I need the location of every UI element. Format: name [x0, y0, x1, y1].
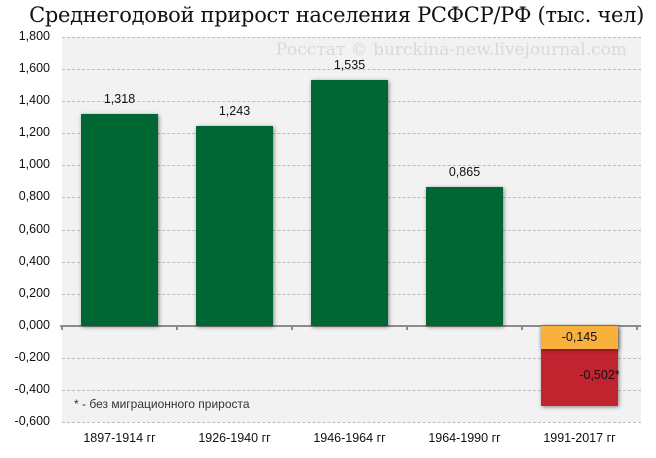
- bar-population-growth: [81, 114, 158, 326]
- bar-value-label: 1,318: [103, 92, 136, 107]
- x-category-label: 1926-1940 гг: [198, 431, 271, 445]
- axis-tick-mark: [176, 325, 178, 330]
- y-tick-label: -0,400: [14, 381, 50, 396]
- x-category-label: 1946-1964 гг: [313, 431, 386, 445]
- chart-title: Среднегодовой прирост населения РСФСР/РФ…: [29, 3, 644, 27]
- axis-tick-mark: [636, 325, 638, 330]
- y-tick-label: 0,200: [18, 285, 50, 300]
- axis-tick-mark: [406, 325, 408, 330]
- bar-population-growth: [196, 126, 273, 326]
- y-tick-label: 0,600: [18, 221, 50, 236]
- y-tick-label: 1,000: [18, 157, 50, 172]
- y-tick-label: -0,600: [14, 414, 50, 428]
- y-tick-label: 1,800: [18, 29, 50, 43]
- y-tick-label: 0,800: [18, 189, 50, 204]
- gridline: [62, 389, 641, 391]
- x-category-label: 1991-2017 гг: [543, 431, 616, 445]
- axis-tick-mark: [521, 325, 523, 330]
- plot-area: Росстат © burckina-new.livejournal.com 1…: [60, 37, 641, 423]
- x-category-label: 1964-1990 гг: [428, 431, 501, 445]
- gridline: [62, 422, 641, 423]
- bar-value-label: -0,502*: [579, 368, 620, 382]
- gridline: [62, 357, 641, 359]
- bar-value-label: 1,535: [333, 57, 366, 72]
- x-category-label: 1897-1914 гг: [83, 431, 156, 445]
- y-tick-label: 1,400: [18, 93, 50, 108]
- watermark: Росстат © burckina-new.livejournal.com: [275, 40, 627, 60]
- y-tick-label: 0,400: [18, 253, 50, 268]
- bar-population-growth: [426, 186, 503, 326]
- bar-value-label: 1,243: [218, 104, 251, 119]
- bar-population-growth: [311, 79, 388, 326]
- bar-value-label: -0,145: [561, 329, 598, 344]
- y-tick-label: 1,200: [18, 125, 50, 140]
- y-tick-label: 1,600: [18, 61, 50, 76]
- gridline: [62, 69, 641, 71]
- y-tick-label: -0,200: [14, 349, 50, 364]
- axis-tick-mark: [61, 325, 63, 330]
- axis-tick-mark: [291, 325, 293, 330]
- footnote: * - без миграционного прироста: [74, 396, 250, 411]
- gridline: [62, 37, 641, 38]
- zero-axis-line: [60, 324, 641, 327]
- bar-value-label: 0,865: [448, 164, 481, 179]
- y-tick-label: 0,000: [18, 317, 50, 332]
- bar-population-decline: [541, 325, 618, 349]
